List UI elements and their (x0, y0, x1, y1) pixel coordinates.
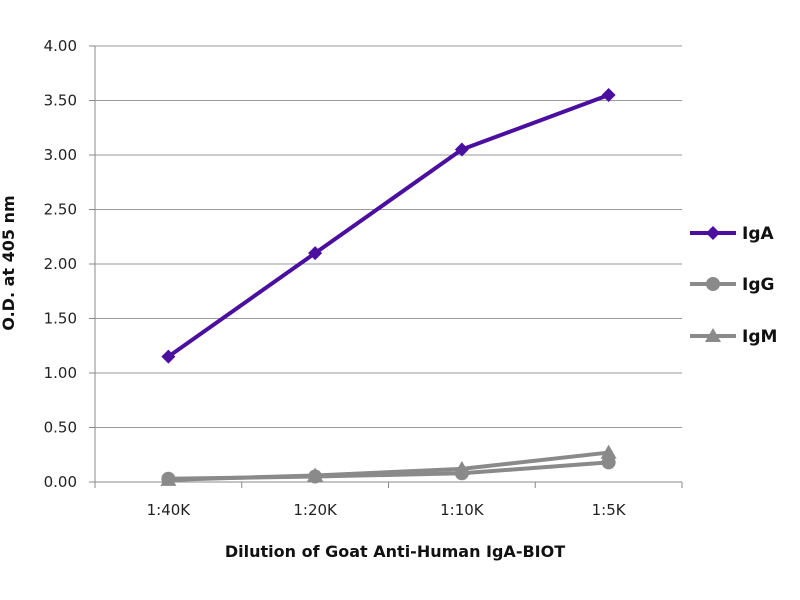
y-tick-label: 0.00 (44, 473, 77, 491)
y-tick-label: 3.00 (44, 146, 77, 164)
y-tick-labels: 0.00 0.50 1.00 1.50 2.00 2.50 3.00 3.50 4.00 (44, 37, 77, 491)
legend-marker-igg (706, 277, 720, 291)
data-point-igg (308, 469, 323, 484)
legend-marker-igm (705, 328, 721, 342)
y-tick-label: 3.50 (44, 92, 77, 110)
axes (89, 45, 683, 488)
data-point-igg (601, 455, 616, 470)
data-point-igg (161, 471, 176, 486)
data-point-igg (454, 466, 469, 481)
legend: IgA IgG IgM (690, 224, 777, 347)
y-tick-label: 1.00 (44, 364, 77, 382)
legend-marker-iga (706, 226, 720, 240)
series-line-iga (166, 93, 611, 359)
x-tick-label: 1:20K (293, 501, 338, 519)
x-tick-label: 1:5K (592, 501, 627, 519)
series-layer (160, 88, 617, 486)
y-tick-label: 1.50 (44, 310, 77, 328)
x-tick-label: 1:40K (147, 501, 192, 519)
y-tick-label: 2.50 (44, 201, 77, 219)
y-tick-label: 2.00 (44, 255, 77, 273)
x-tick-labels: 1:40K 1:20K 1:10K 1:5K (147, 501, 627, 519)
legend-label-igm: IgM (742, 327, 777, 347)
x-axis-title: Dilution of Goat Anti-Human IgA-BIOT (225, 542, 565, 561)
data-point-iga (308, 246, 323, 261)
legend-label-iga: IgA (742, 224, 774, 244)
gridlines (95, 45, 682, 428)
y-tick-label: 0.50 (44, 419, 77, 437)
legend-label-igg: IgG (742, 275, 774, 295)
data-point-iga (601, 88, 616, 103)
x-tick-label: 1:10K (440, 501, 485, 519)
data-point-iga (454, 142, 469, 157)
y-tick-label: 4.00 (44, 37, 77, 55)
series-line-igg (166, 460, 611, 481)
data-point-iga (161, 349, 176, 364)
data-point-igm (600, 444, 617, 459)
y-axis-title: O.D. at 405 nm (0, 195, 18, 330)
